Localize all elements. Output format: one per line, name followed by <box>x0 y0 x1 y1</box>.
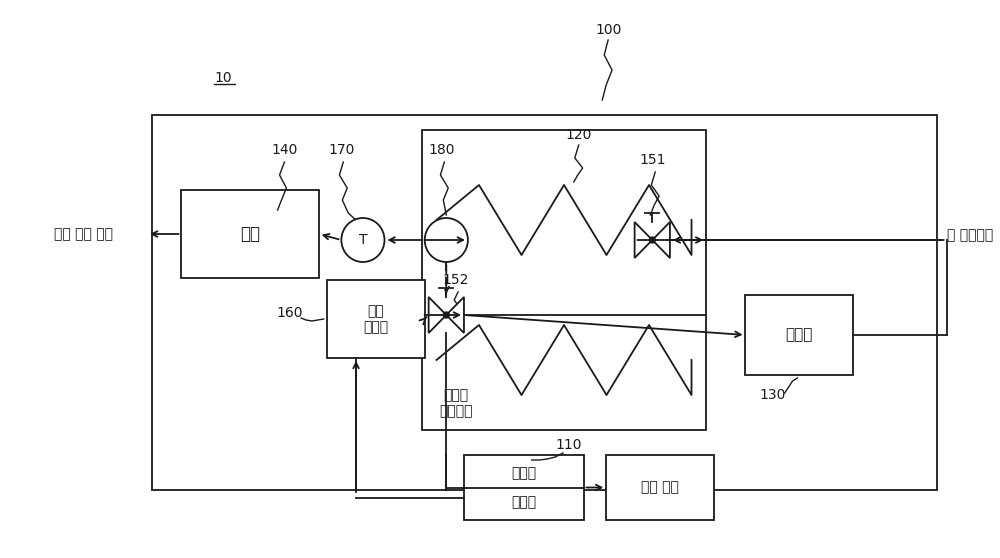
Text: 10: 10 <box>215 71 232 85</box>
Text: 케소드: 케소드 <box>511 495 536 509</box>
Circle shape <box>443 312 449 318</box>
Text: 엔진: 엔진 <box>240 225 260 243</box>
Text: 160: 160 <box>276 306 303 320</box>
Text: 냉각기: 냉각기 <box>786 328 813 343</box>
Text: 110: 110 <box>556 438 582 452</box>
Bar <box>181 190 319 278</box>
Circle shape <box>649 237 655 243</box>
Polygon shape <box>429 297 446 333</box>
Bar <box>422 130 706 430</box>
Text: 151: 151 <box>639 153 666 167</box>
Text: 이상
감지부: 이상 감지부 <box>363 304 388 334</box>
Text: 100: 100 <box>595 23 621 37</box>
Text: 일 배출가스: 일 배출가스 <box>947 228 993 242</box>
Text: 152: 152 <box>443 273 469 287</box>
Bar <box>327 280 425 358</box>
Bar <box>606 455 714 520</box>
Circle shape <box>425 218 468 262</box>
Bar <box>464 455 584 520</box>
Text: 애노드
오프가스: 애노드 오프가스 <box>439 388 473 418</box>
Bar <box>152 115 937 490</box>
Bar <box>745 295 853 375</box>
Text: 전기 생성: 전기 생성 <box>641 480 679 494</box>
Polygon shape <box>635 222 652 258</box>
Polygon shape <box>652 222 670 258</box>
Text: 120: 120 <box>566 128 592 142</box>
Text: 180: 180 <box>428 143 455 157</box>
Text: 140: 140 <box>271 143 298 157</box>
Text: T: T <box>359 233 367 247</box>
Circle shape <box>341 218 385 262</box>
Text: 추가 전기 생성: 추가 전기 생성 <box>54 227 113 241</box>
Text: 애노드: 애노드 <box>511 466 536 480</box>
Text: 170: 170 <box>328 143 355 157</box>
Text: 130: 130 <box>760 388 786 402</box>
Polygon shape <box>446 297 464 333</box>
